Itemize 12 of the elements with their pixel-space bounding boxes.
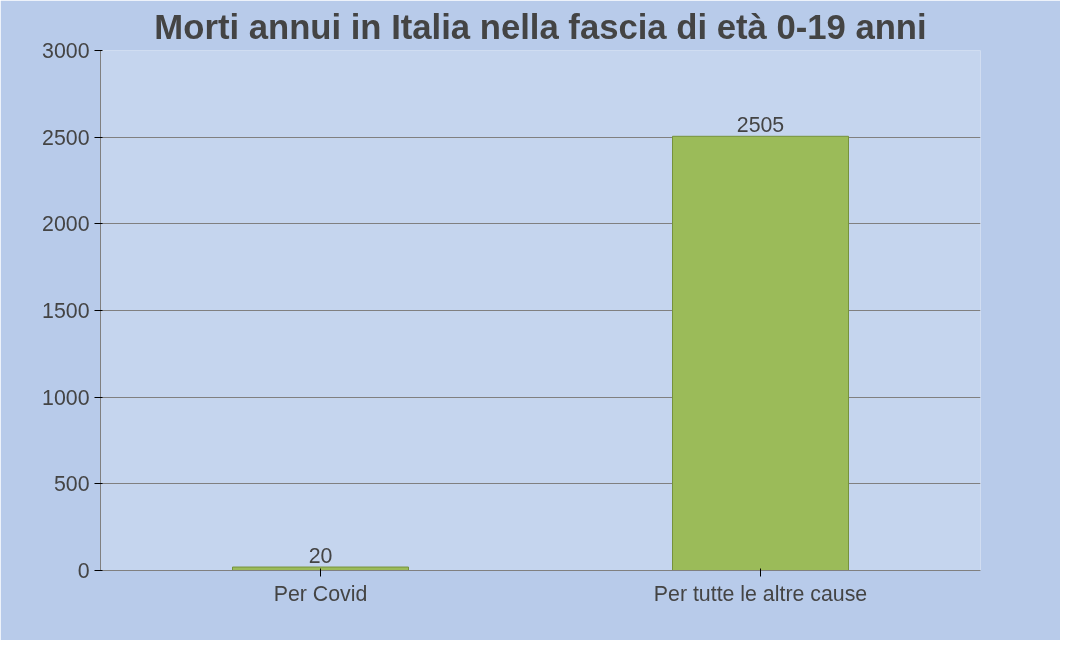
y-tick-label: 2500: [42, 125, 90, 150]
y-tick-label: 2000: [42, 212, 90, 237]
x-tick-label: Per Covid: [273, 581, 368, 606]
y-tick-label: 1000: [42, 385, 90, 410]
y-tick-label: 500: [53, 472, 90, 497]
chart-title: Morti annui in Italia nella fascia di età 0-19 anni: [154, 7, 927, 46]
y-tick-label: 1500: [42, 299, 90, 323]
y-tick-label: 3000: [42, 39, 90, 63]
data-label: 2505: [736, 113, 785, 138]
x-tick-label: Per tutte le altre cause: [653, 581, 868, 606]
data-label: 20: [308, 544, 333, 569]
y-tick-label: 0: [77, 559, 90, 583]
